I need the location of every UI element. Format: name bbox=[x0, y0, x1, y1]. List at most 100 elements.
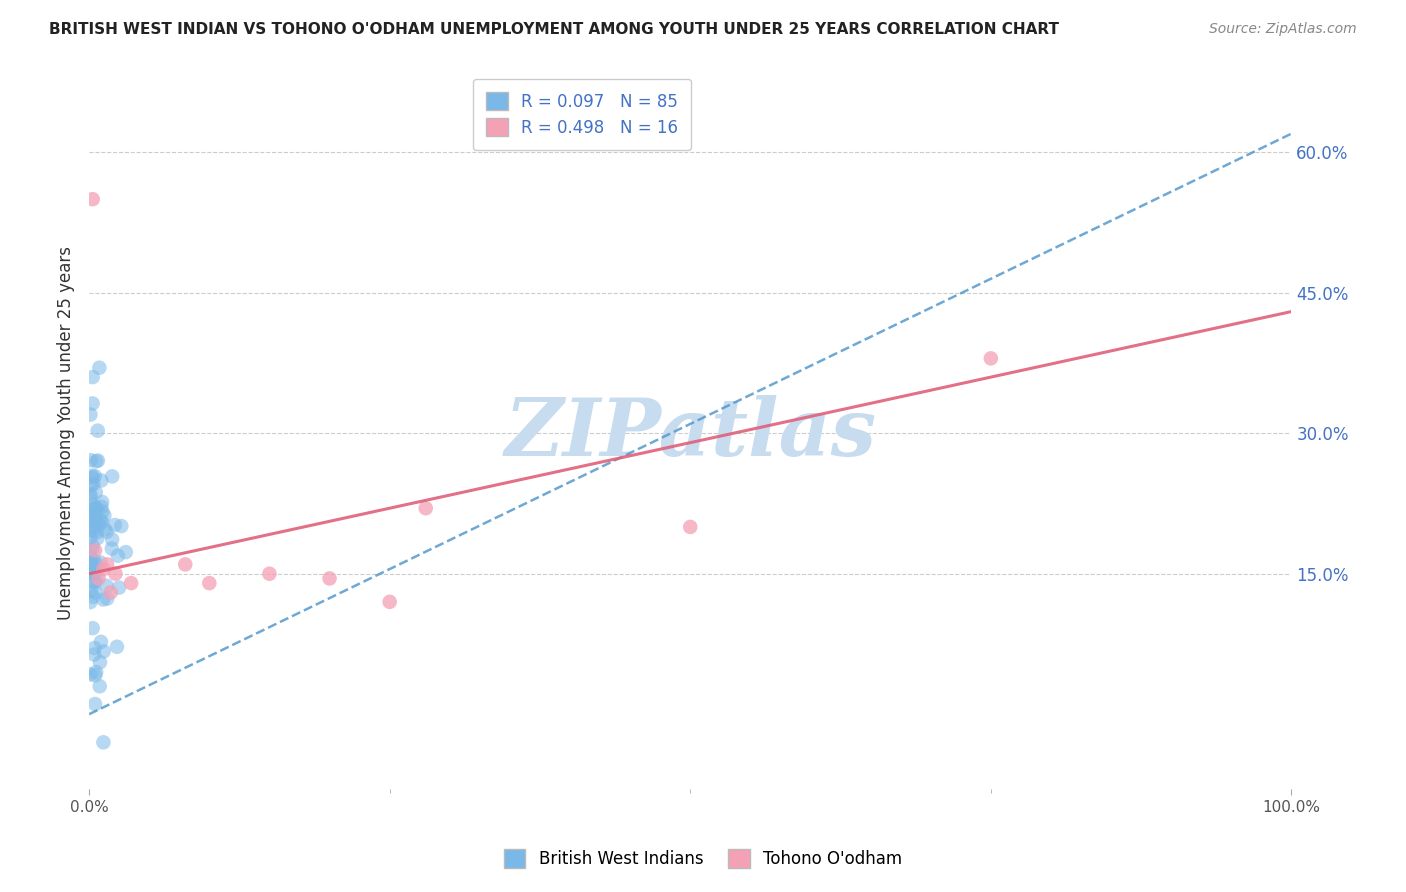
Point bbox=[82, 498, 104, 512]
Point bbox=[89, 360, 111, 375]
Point bbox=[80, 557, 103, 571]
Point bbox=[83, 641, 105, 656]
Point bbox=[79, 549, 101, 564]
Point bbox=[83, 510, 105, 524]
Point bbox=[679, 520, 702, 534]
Point bbox=[82, 539, 104, 553]
Text: ZIPatlas: ZIPatlas bbox=[505, 394, 876, 472]
Point bbox=[84, 697, 107, 711]
Point bbox=[80, 583, 103, 598]
Point bbox=[83, 469, 105, 483]
Point bbox=[83, 566, 105, 581]
Point bbox=[86, 525, 108, 540]
Point bbox=[79, 556, 101, 570]
Point bbox=[82, 396, 104, 410]
Point bbox=[79, 503, 101, 517]
Point bbox=[104, 566, 127, 581]
Point bbox=[980, 351, 1002, 366]
Point bbox=[83, 574, 105, 589]
Point bbox=[108, 581, 131, 595]
Point bbox=[96, 591, 118, 606]
Point bbox=[91, 495, 114, 509]
Point bbox=[84, 502, 107, 516]
Point bbox=[93, 522, 115, 536]
Point bbox=[83, 565, 105, 579]
Point bbox=[89, 514, 111, 528]
Point bbox=[114, 545, 136, 559]
Point bbox=[100, 585, 122, 599]
Point bbox=[93, 644, 115, 658]
Point bbox=[93, 562, 115, 576]
Point bbox=[415, 501, 437, 516]
Point bbox=[80, 478, 103, 492]
Point bbox=[82, 476, 104, 491]
Point bbox=[110, 519, 132, 533]
Text: Source: ZipAtlas.com: Source: ZipAtlas.com bbox=[1209, 22, 1357, 37]
Point bbox=[91, 592, 114, 607]
Point bbox=[82, 590, 104, 604]
Point bbox=[79, 523, 101, 537]
Point bbox=[86, 501, 108, 516]
Point bbox=[83, 514, 105, 528]
Point bbox=[82, 524, 104, 538]
Point bbox=[83, 519, 105, 533]
Point bbox=[82, 621, 104, 635]
Point bbox=[79, 487, 101, 501]
Point bbox=[84, 511, 107, 525]
Point bbox=[96, 579, 118, 593]
Point bbox=[79, 408, 101, 422]
Point bbox=[84, 585, 107, 599]
Point bbox=[89, 679, 111, 693]
Point bbox=[83, 508, 105, 522]
Point bbox=[82, 370, 104, 384]
Legend: British West Indians, Tohono O'odham: British West Indians, Tohono O'odham bbox=[496, 843, 910, 875]
Point bbox=[84, 485, 107, 500]
Point bbox=[80, 558, 103, 572]
Point bbox=[82, 468, 104, 483]
Point bbox=[84, 500, 107, 515]
Point bbox=[96, 558, 118, 572]
Point bbox=[91, 505, 114, 519]
Point bbox=[107, 549, 129, 563]
Text: BRITISH WEST INDIAN VS TOHONO O'ODHAM UNEMPLOYMENT AMONG YOUTH UNDER 25 YEARS CO: BRITISH WEST INDIAN VS TOHONO O'ODHAM UN… bbox=[49, 22, 1059, 37]
Legend: R = 0.097   N = 85, R = 0.498   N = 16: R = 0.097 N = 85, R = 0.498 N = 16 bbox=[472, 78, 692, 150]
Point bbox=[90, 474, 112, 488]
Point bbox=[83, 553, 105, 567]
Point bbox=[83, 562, 105, 576]
Point bbox=[87, 571, 110, 585]
Point bbox=[87, 453, 110, 467]
Point bbox=[93, 735, 115, 749]
Point bbox=[120, 576, 142, 591]
Point bbox=[90, 635, 112, 649]
Point bbox=[84, 571, 107, 585]
Point bbox=[84, 665, 107, 679]
Point bbox=[84, 668, 107, 682]
Point bbox=[79, 595, 101, 609]
Point bbox=[91, 515, 114, 529]
Point bbox=[104, 518, 127, 533]
Point bbox=[79, 490, 101, 504]
Point bbox=[259, 566, 281, 581]
Point bbox=[80, 453, 103, 467]
Point bbox=[101, 533, 124, 547]
Point bbox=[84, 543, 107, 558]
Point bbox=[82, 513, 104, 527]
Point bbox=[86, 424, 108, 438]
Point bbox=[89, 556, 111, 570]
Point bbox=[84, 454, 107, 468]
Point bbox=[82, 471, 104, 485]
Point bbox=[174, 558, 197, 572]
Point bbox=[79, 531, 101, 545]
Point bbox=[90, 500, 112, 514]
Point bbox=[89, 655, 111, 669]
Point bbox=[79, 667, 101, 681]
Y-axis label: Unemployment Among Youth under 25 years: Unemployment Among Youth under 25 years bbox=[58, 246, 75, 620]
Point bbox=[198, 576, 221, 591]
Point bbox=[101, 469, 124, 483]
Point bbox=[84, 557, 107, 571]
Point bbox=[96, 524, 118, 539]
Point bbox=[83, 648, 105, 662]
Point bbox=[93, 508, 115, 523]
Point bbox=[318, 571, 340, 585]
Point bbox=[82, 192, 104, 206]
